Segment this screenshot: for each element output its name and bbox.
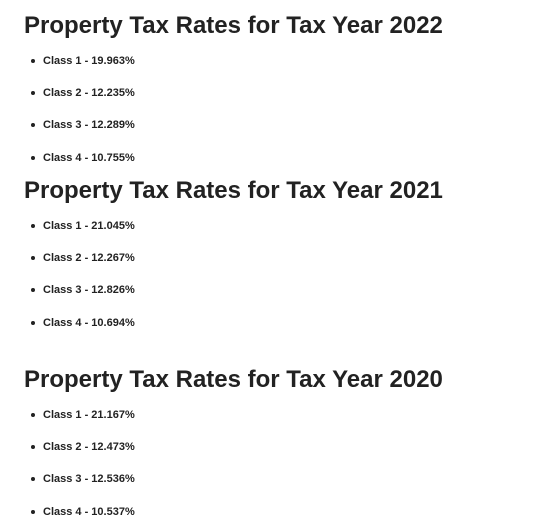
rate-text: Class 4 - 10.537% bbox=[43, 506, 135, 518]
rate-text: Class 3 - 12.826% bbox=[43, 284, 135, 296]
rate-text: Class 3 - 12.289% bbox=[43, 119, 135, 131]
bullet-icon bbox=[31, 510, 35, 514]
rate-text: Class 2 - 12.473% bbox=[43, 441, 135, 453]
tax-year-2022-heading: Property Tax Rates for Tax Year 2022 bbox=[24, 12, 443, 39]
rate-text: Class 4 - 10.694% bbox=[43, 317, 135, 329]
rate-text: Class 4 - 10.755% bbox=[43, 152, 135, 164]
bullet-icon bbox=[31, 445, 35, 449]
tax-year-2020-heading: Property Tax Rates for Tax Year 2020 bbox=[24, 366, 443, 393]
bullet-icon bbox=[31, 413, 35, 417]
bullet-icon bbox=[31, 123, 35, 127]
bullet-icon bbox=[31, 91, 35, 95]
rate-text: Class 1 - 21.167% bbox=[43, 409, 135, 421]
bullet-icon bbox=[31, 224, 35, 228]
tax-year-2021-heading: Property Tax Rates for Tax Year 2021 bbox=[24, 177, 443, 204]
bullet-icon bbox=[31, 288, 35, 292]
bullet-icon bbox=[31, 59, 35, 63]
rate-text: Class 2 - 12.235% bbox=[43, 87, 135, 99]
rate-text: Class 1 - 21.045% bbox=[43, 220, 135, 232]
bullet-icon bbox=[31, 156, 35, 160]
rate-text: Class 2 - 12.267% bbox=[43, 252, 135, 264]
rate-text: Class 3 - 12.536% bbox=[43, 473, 135, 485]
bullet-icon bbox=[31, 477, 35, 481]
rate-text: Class 1 - 19.963% bbox=[43, 55, 135, 67]
bullet-icon bbox=[31, 321, 35, 325]
bullet-icon bbox=[31, 256, 35, 260]
